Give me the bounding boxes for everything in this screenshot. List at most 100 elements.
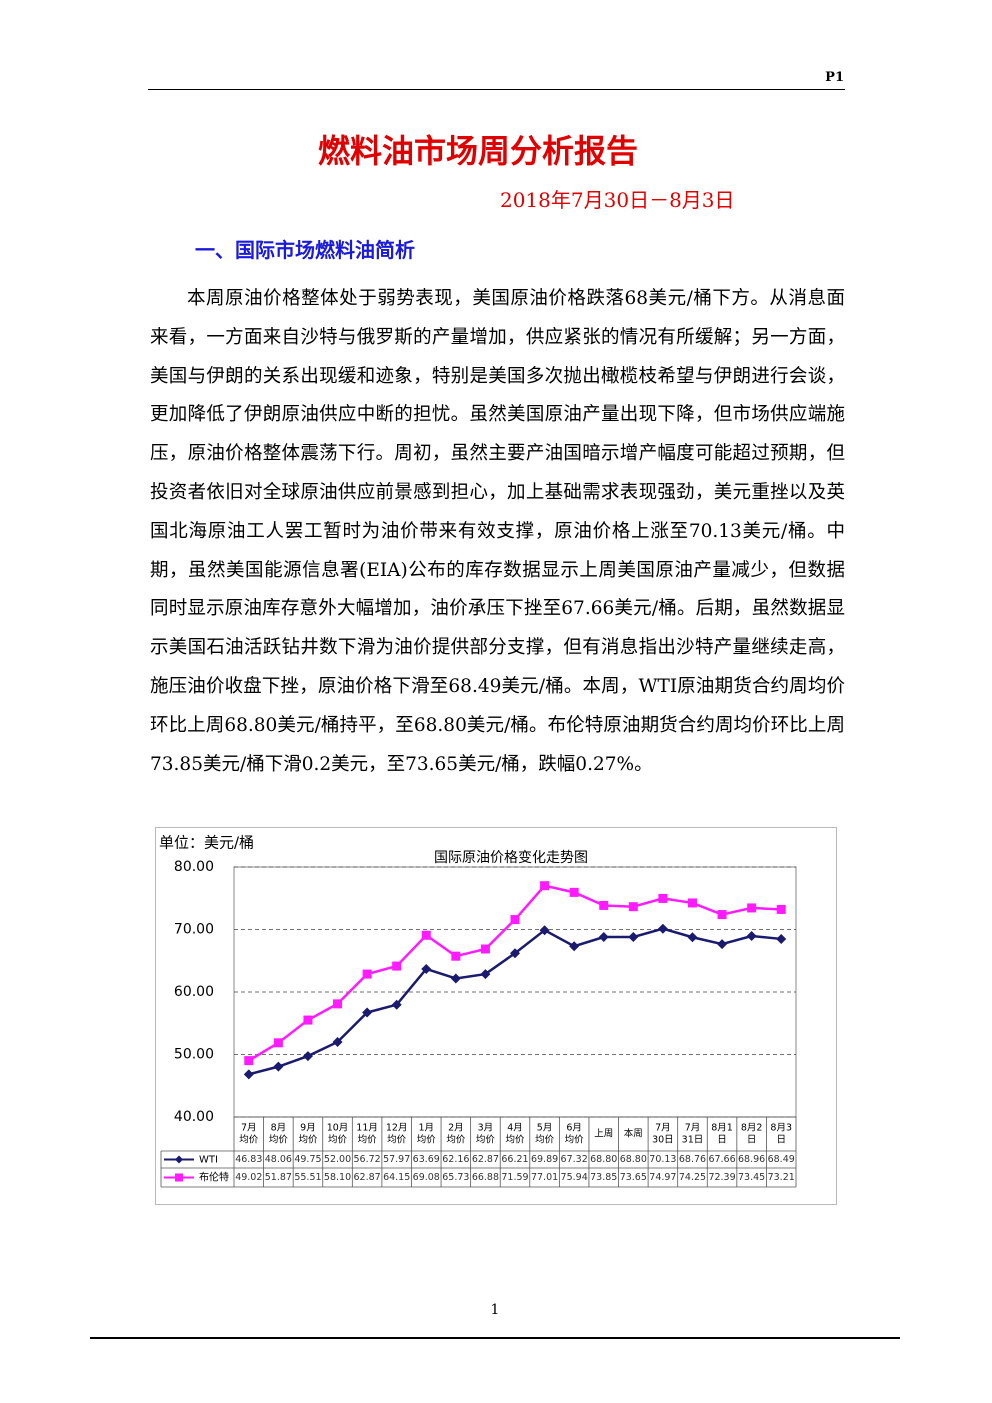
point: [450, 973, 461, 984]
table-value: 51.87: [265, 1172, 292, 1183]
x-tick-label: 均价: [298, 1134, 318, 1146]
point: [332, 1037, 343, 1047]
point: [392, 961, 402, 971]
point: [687, 932, 698, 943]
header-rule: [148, 89, 845, 90]
x-tick-label: 6月: [566, 1123, 582, 1134]
point: [598, 932, 609, 942]
point: [243, 1069, 254, 1080]
table-value: 49.02: [235, 1172, 262, 1183]
table-value: 73.21: [768, 1172, 795, 1183]
x-tick-label: 12月: [386, 1123, 408, 1134]
table-value: 68.80: [590, 1154, 617, 1165]
page-label: P1: [825, 70, 844, 85]
x-tick-label: 上周: [594, 1129, 613, 1140]
table-value: 70.13: [649, 1154, 676, 1165]
point: [451, 951, 461, 961]
table-value: 68.80: [620, 1154, 647, 1165]
point: [540, 881, 550, 891]
page-number: 1: [490, 1302, 500, 1318]
footer-rule: [90, 1337, 900, 1339]
table-value: 67.66: [708, 1154, 735, 1165]
table-value: 62.16: [442, 1154, 469, 1165]
point: [480, 969, 491, 980]
table-value: 69.89: [531, 1154, 558, 1165]
chart-title: 国际原油价格变化走势图: [434, 850, 588, 866]
point: [747, 903, 757, 913]
legend-marker: [175, 1173, 183, 1182]
x-tick-label: 7月: [685, 1123, 701, 1134]
x-tick-label: 8月1: [711, 1123, 733, 1134]
x-tick-label: 均价: [565, 1134, 585, 1146]
table-value: 49.75: [294, 1154, 321, 1165]
point: [362, 969, 372, 979]
point: [302, 1051, 313, 1062]
doc-date: 2018年7月30日－8月3日: [500, 188, 735, 212]
x-tick-label: 7月: [655, 1123, 671, 1134]
x-tick-label: 均价: [476, 1134, 496, 1146]
table-value: 75.94: [561, 1172, 588, 1183]
x-tick-label: 1月: [418, 1123, 434, 1134]
x-tick-label: 日: [776, 1135, 786, 1146]
table-value: 73.65: [620, 1172, 647, 1183]
table-value: 66.88: [472, 1172, 499, 1183]
point: [658, 893, 668, 903]
point: [303, 1015, 313, 1025]
table-value: 62.87: [354, 1172, 381, 1183]
point: [569, 941, 580, 952]
table-value: 71.59: [501, 1172, 528, 1183]
point: [687, 898, 697, 908]
point: [776, 933, 787, 944]
table-value: 55.51: [294, 1172, 321, 1183]
x-tick-label: 7月: [241, 1123, 257, 1134]
table-value: 62.87: [472, 1154, 499, 1165]
y-tick-label: 60.00: [174, 984, 214, 1000]
x-tick-label: 均价: [358, 1134, 378, 1146]
x-tick-label: 10月: [327, 1123, 349, 1134]
point: [421, 930, 431, 940]
legend-label: 布伦特: [199, 1171, 229, 1184]
table-value: 66.21: [501, 1154, 528, 1165]
legend-marker: [175, 1155, 183, 1164]
x-tick-label: 均价: [328, 1134, 348, 1146]
point: [273, 1061, 284, 1072]
point: [776, 904, 786, 914]
table-value: 69.08: [413, 1172, 440, 1183]
paragraph: 本周原油价格整体处于弱势表现，美国原油价格跌落68美元/桶下方。从消息面来看，一…: [150, 288, 845, 775]
y-tick-label: 50.00: [174, 1047, 214, 1063]
x-tick-label: 5月: [537, 1123, 553, 1134]
x-tick-label: 本周: [624, 1128, 643, 1140]
chart: 单位：美元/桶 国际原油价格变化走势图 40.00 50.00 60.00 70.00…: [155, 827, 837, 1205]
point: [480, 944, 490, 954]
point: [539, 925, 550, 936]
x-tick-label: 均价: [535, 1134, 555, 1146]
point: [421, 963, 432, 974]
point: [569, 887, 579, 897]
table-value: 48.06: [265, 1154, 292, 1165]
table-value: 72.39: [708, 1172, 735, 1183]
x-tick-label: 4月: [507, 1123, 523, 1134]
point: [657, 923, 668, 934]
table-value: 68.49: [768, 1154, 795, 1165]
point: [717, 910, 727, 920]
x-tick-label: 均价: [505, 1134, 525, 1146]
doc-title: 燃料油市场周分析报告: [317, 132, 638, 170]
table-value: 74.25: [679, 1172, 706, 1183]
table-value: 68.76: [679, 1154, 706, 1165]
y-tick-label: 80.00: [174, 859, 214, 875]
table-value: 67.32: [561, 1154, 588, 1165]
table-value: 65.73: [442, 1172, 469, 1183]
x-tick-label: 11月: [356, 1123, 378, 1134]
table-value: 64.15: [383, 1172, 410, 1183]
x-tick-label: 8月2: [741, 1123, 763, 1134]
x-tick-label: 3月: [478, 1123, 494, 1134]
point: [333, 999, 343, 1009]
table-value: 68.96: [738, 1154, 765, 1165]
table-value: 58.10: [324, 1172, 351, 1183]
x-tick-label: 9月: [300, 1123, 316, 1134]
x-tick-label: 30日: [652, 1135, 674, 1146]
table-value: 73.85: [590, 1172, 617, 1183]
x-tick-label: 均价: [446, 1134, 466, 1146]
x-tick-label: 均价: [239, 1134, 259, 1146]
